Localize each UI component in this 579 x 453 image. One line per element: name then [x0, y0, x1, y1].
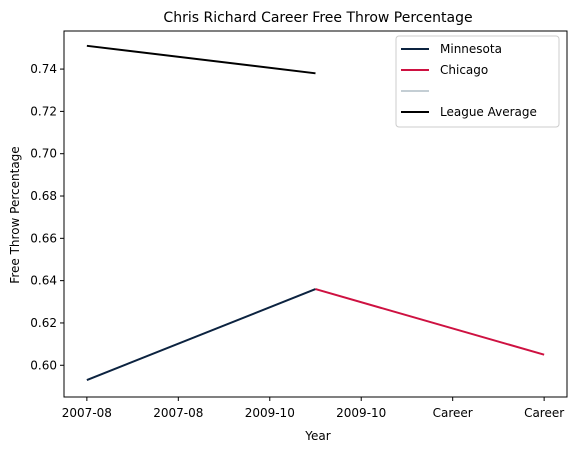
legend-label: Chicago — [440, 63, 488, 77]
legend: Minnesota Chicago League Average — [395, 35, 560, 128]
y-tick-label: 0.68 — [30, 189, 57, 203]
chart-title: Chris Richard Career Free Throw Percenta… — [163, 10, 472, 26]
series-line-3 — [86, 44, 316, 75]
x-tick-label: 2007-08 — [153, 406, 203, 420]
y-tick-label: 0.66 — [30, 231, 57, 245]
axes-frame — [63, 30, 568, 398]
y-tick-label: 0.74 — [30, 62, 57, 76]
axes-border — [63, 30, 568, 398]
x-axis: 2007-08 2007-08 2009-10 2009-10 Career Career — [62, 397, 564, 420]
x-tick-label: 2009-10 — [336, 406, 386, 420]
y-axis: 0.60 0.62 0.64 0.66 0.68 0.70 0.72 0.74 — [30, 62, 64, 372]
plot-area — [86, 44, 545, 382]
x-tick-label: Career — [433, 406, 473, 420]
x-axis-title: Year — [304, 429, 330, 443]
series-line-0 — [86, 288, 316, 382]
legend-label: League Average — [440, 105, 537, 119]
x-tick-label: 2009-10 — [245, 406, 295, 420]
x-tick-label: Career — [524, 406, 564, 420]
x-tick-label: 2007-08 — [62, 406, 112, 420]
y-tick-label: 0.64 — [30, 274, 57, 288]
y-tick-label: 0.70 — [30, 147, 57, 161]
y-tick-label: 0.72 — [30, 104, 57, 118]
y-tick-label: 0.62 — [30, 316, 57, 330]
legend-box — [395, 35, 560, 128]
legend-label: Minnesota — [440, 42, 502, 56]
y-tick-label: 0.60 — [30, 358, 57, 372]
series-line-1 — [315, 288, 545, 356]
y-axis-title: Free Throw Percentage — [8, 146, 22, 283]
